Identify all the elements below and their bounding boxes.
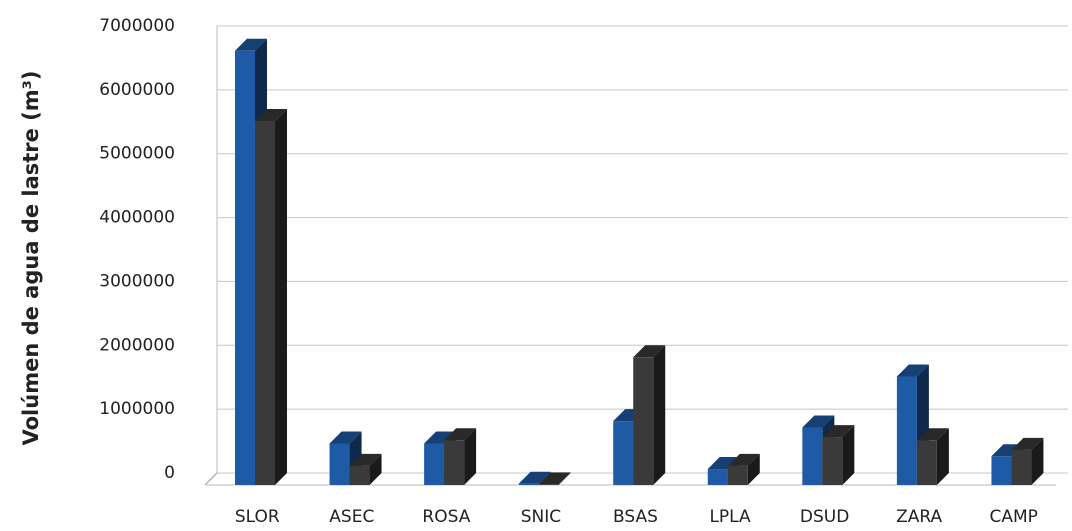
x-tick-label: CAMP [990, 507, 1038, 527]
y-tick-label: 6000000 [99, 80, 175, 100]
axis-line [204, 472, 218, 486]
bar-side [369, 453, 382, 485]
bar [349, 465, 370, 485]
bar-side [464, 428, 477, 485]
bar-top [329, 431, 362, 444]
bar-top [444, 428, 477, 441]
bar-top [349, 453, 382, 466]
bar [991, 456, 1012, 485]
bar [727, 465, 748, 485]
x-tick-label: ASEC [329, 507, 374, 527]
y-tick-label: 0 [164, 463, 175, 483]
x-tick-label: ROSA [422, 507, 470, 527]
x-tick-label: SLOR [235, 507, 280, 527]
bar-side [842, 425, 855, 485]
bar-side [747, 453, 760, 485]
bar [235, 50, 255, 486]
bar-top [538, 472, 571, 485]
bar [707, 469, 728, 485]
x-tick-label: BSAS [613, 507, 658, 527]
bar-top [633, 345, 666, 358]
bar [538, 484, 559, 485]
x-tick-label: ZARA [896, 507, 942, 527]
bar-side [1031, 437, 1044, 485]
bar [518, 483, 539, 485]
bar-top [235, 38, 267, 51]
y-tick-label: 2000000 [99, 335, 175, 355]
y-axis-title: Volúmen de agua de lastre (m³) [19, 71, 43, 446]
bar [896, 376, 917, 485]
bar-top [822, 425, 855, 438]
x-tick-label: DSUD [800, 507, 849, 527]
y-tick-label: 4000000 [99, 208, 175, 228]
bar-side [653, 345, 666, 485]
x-tick-label: SNIC [521, 507, 561, 527]
y-tick-label: 7000000 [99, 16, 175, 36]
y-tick-label: 1000000 [99, 399, 175, 419]
bar-top [727, 453, 760, 466]
bar [1011, 449, 1032, 485]
x-tick-label: LPLA [709, 507, 751, 527]
bar [822, 437, 843, 485]
bar [802, 427, 823, 485]
bar [633, 357, 654, 485]
bar [424, 443, 445, 485]
bar [916, 440, 937, 485]
bar-top [518, 471, 551, 484]
bar-side [558, 472, 571, 485]
bar-top [255, 109, 287, 122]
bar-top [424, 431, 457, 444]
bar-top [896, 364, 929, 377]
bar [329, 443, 350, 485]
bar-top [916, 428, 949, 441]
bar [255, 121, 275, 485]
bar-top [1011, 437, 1044, 450]
bar-side [936, 428, 949, 485]
bar [444, 440, 465, 485]
bar-top [707, 457, 740, 470]
bar [613, 421, 634, 485]
y-tick-label: 5000000 [99, 144, 175, 164]
bar-side [275, 109, 287, 485]
bar-top [802, 415, 835, 428]
y-tick-label: 3000000 [99, 271, 175, 291]
